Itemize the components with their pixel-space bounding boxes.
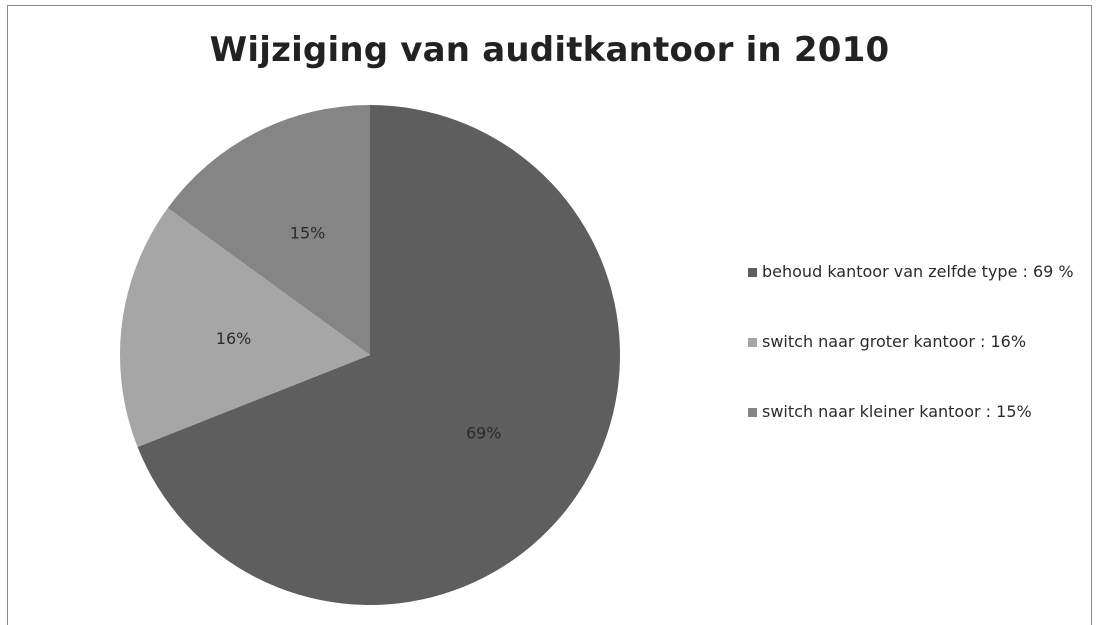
pie-slice-behoud — [137, 105, 620, 605]
data-label-kleiner: 15% — [290, 223, 326, 242]
legend-swatch-behoud — [748, 268, 757, 277]
chart-legend: behoud kantoor van zelfde type : 69 % sw… — [748, 260, 1093, 424]
legend-label-groter: switch naar groter kantoor : 16% — [762, 332, 1027, 351]
pie-slice-kleiner — [167, 105, 370, 355]
data-label-groter: 16% — [216, 329, 252, 348]
data-label-behoud: 69% — [466, 423, 502, 442]
legend-swatch-groter — [748, 338, 757, 347]
legend-label-kleiner: switch naar kleiner kantoor : 15% — [762, 402, 1032, 421]
legend-item-groter: switch naar groter kantoor : 16% — [748, 330, 1093, 354]
legend-swatch-kleiner — [748, 408, 757, 417]
chart-title: Wijziging van auditkantoor in 2010 — [209, 30, 890, 70]
pie-slice-groter — [120, 208, 370, 448]
legend-label-behoud: behoud kantoor van zelfde type : 69 % — [762, 262, 1074, 281]
legend-item-behoud: behoud kantoor van zelfde type : 69 % — [748, 260, 1093, 316]
legend-item-kleiner: switch naar kleiner kantoor : 15% — [748, 400, 1093, 424]
